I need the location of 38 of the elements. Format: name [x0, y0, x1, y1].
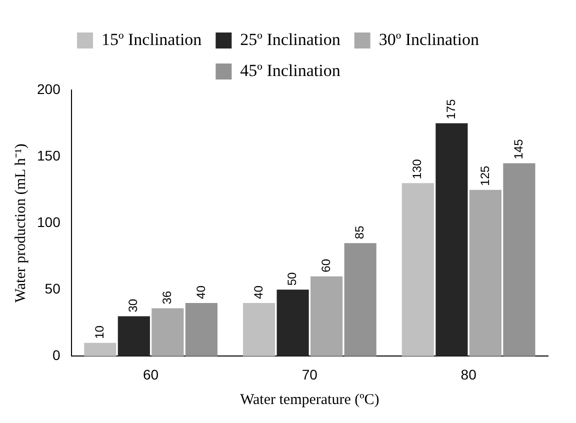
- bar: [402, 183, 434, 356]
- data-label: 40: [194, 285, 208, 299]
- bar: [503, 163, 536, 356]
- data-label: 85: [352, 225, 367, 240]
- bar: [344, 243, 376, 356]
- data-label: 36: [160, 290, 174, 304]
- data-label: 50: [285, 272, 300, 286]
- bar: [243, 302, 276, 356]
- x-tick-label: 80: [460, 366, 477, 382]
- data-label: 130: [410, 158, 424, 180]
- data-label: 30: [126, 298, 140, 312]
- data-label: 60: [318, 258, 333, 272]
- legend-label: 30º Inclination: [378, 30, 480, 49]
- x-tick-label: 70: [302, 366, 318, 382]
- legend-label: 15º Inclination: [102, 30, 202, 49]
- y-tick-label: 100: [37, 214, 61, 230]
- bar: [152, 308, 184, 356]
- legend-label: 45º Inclination: [240, 60, 341, 80]
- y-axis-title: Water production (mL h⁻¹): [12, 144, 29, 303]
- data-label: 10: [92, 325, 106, 339]
- x-axis-title: Water temperature (ºC): [240, 392, 380, 408]
- y-tick-label: 50: [44, 280, 61, 297]
- bar: [436, 123, 468, 356]
- bar: [185, 302, 218, 356]
- data-label: 40: [251, 285, 266, 299]
- y-tick-label: 0: [52, 347, 61, 364]
- data-label: 125: [478, 165, 492, 186]
- bar: [84, 342, 116, 356]
- y-tick-label: 150: [37, 147, 61, 164]
- bar: [118, 316, 150, 356]
- data-label: 145: [512, 138, 526, 160]
- legend-label: 25º Inclination: [240, 30, 341, 49]
- bar: [276, 290, 309, 356]
- bar: [469, 190, 502, 356]
- x-tick-label: 60: [143, 366, 159, 382]
- y-tick-label: 200: [37, 80, 61, 97]
- bar: [310, 276, 343, 356]
- data-label: 175: [444, 98, 458, 120]
